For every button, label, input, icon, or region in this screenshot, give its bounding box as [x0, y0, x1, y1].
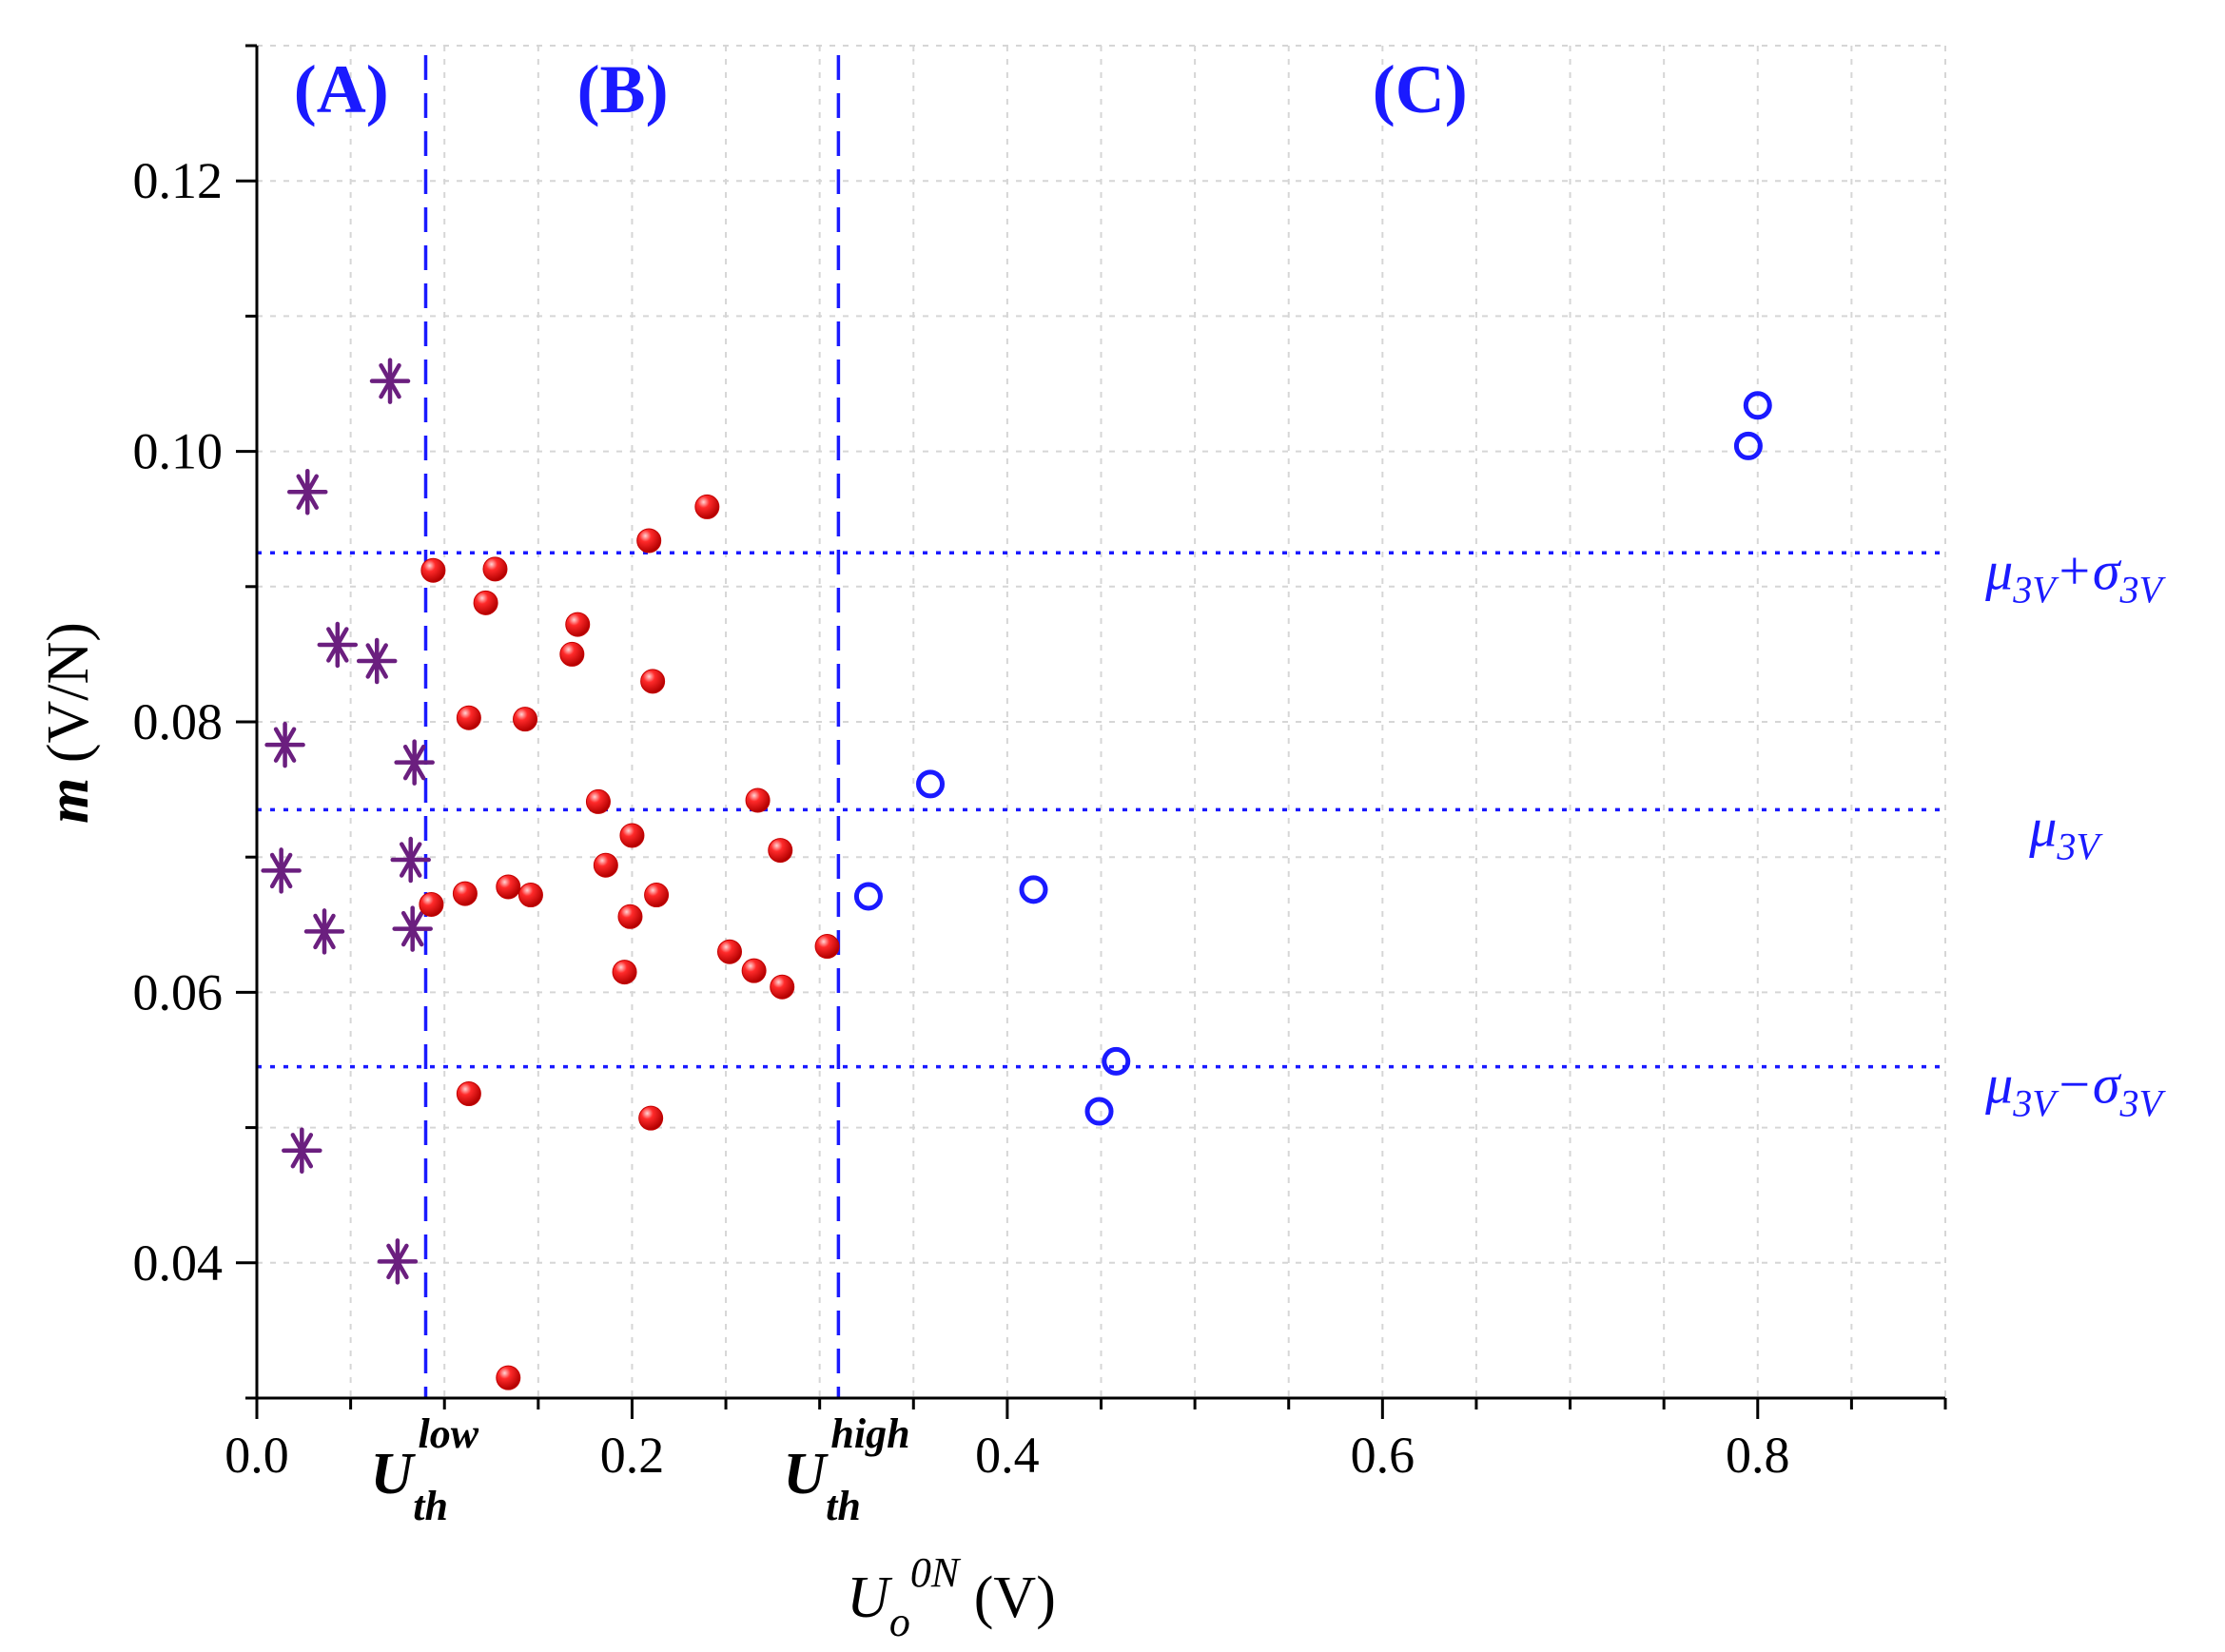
tick-labels: 0.0 0.2 0.4 0.6 0.8 0.04 0.06 0.08 0.10 0.12 [133, 152, 1790, 1484]
x-tick-label: 0.0 [224, 1427, 289, 1484]
asterisk-marker [317, 621, 359, 669]
reference-lines [257, 55, 1945, 1398]
threshold-sup-high: high [830, 1410, 909, 1457]
x-tick-label: 0.6 [1351, 1427, 1415, 1484]
filled-circle-marker [456, 705, 481, 730]
threshold-sup-low: low [419, 1410, 479, 1457]
filled-circle-marker [612, 960, 637, 985]
filled-circle-marker [619, 823, 645, 848]
filled-circle-marker [636, 528, 662, 554]
reference-label-mu: μ3V [2028, 796, 2103, 867]
y-tick-label: 0.06 [133, 963, 224, 1020]
open-circle-marker [1019, 875, 1048, 904]
asterisk-marker [356, 637, 398, 685]
filled-circle-marker [513, 707, 538, 732]
grid [257, 45, 1946, 1398]
filled-circle-marker [585, 788, 611, 814]
asterisk-marker [392, 905, 433, 952]
open-circle-marker [853, 882, 883, 911]
filled-circle-marker [814, 934, 840, 960]
asterisk-marker [369, 358, 411, 404]
y-tick-label: 0.10 [133, 423, 224, 480]
threshold-label-high: Uth [783, 1442, 860, 1529]
y-tick-label: 0.04 [133, 1234, 224, 1292]
filled-circle-marker [473, 590, 498, 615]
open-circle-marker [1084, 1097, 1114, 1126]
filled-circle-marker [638, 1105, 664, 1131]
open-circle-marker [1743, 391, 1772, 420]
filled-circle-marker [593, 852, 618, 878]
asterisk-marker [394, 739, 435, 786]
asterisk-marker [264, 721, 305, 768]
asterisk-marker [282, 1127, 322, 1175]
filled-circle-marker [768, 838, 793, 864]
asterisk-marker [287, 469, 328, 515]
filled-circle-marker [770, 974, 795, 1000]
x-tick-label: 0.8 [1726, 1427, 1790, 1484]
filled-circle-marker [496, 874, 521, 900]
y-tick-label: 0.12 [133, 152, 224, 209]
region-label: (A) [294, 51, 389, 127]
filled-circle-marker [559, 641, 585, 667]
open-circle-marker [1102, 1046, 1131, 1076]
asterisk-marker [390, 836, 431, 884]
filled-circle-marker [644, 883, 670, 908]
open-circle-marker [916, 769, 946, 799]
filled-circle-marker [717, 939, 742, 964]
y-tick-label: 0.08 [133, 693, 224, 750]
y-axis-title: m (V/N) [36, 622, 101, 824]
region-label: (B) [577, 51, 669, 127]
x-axis-title: Uo0N (V) [847, 1549, 1056, 1645]
asterisk-marker [261, 847, 302, 894]
filled-circle-marker [482, 556, 508, 582]
asterisk-marker [303, 908, 345, 955]
reference-label-mu_minus_sigma: μ3V−σ3V [1984, 1054, 2166, 1125]
filled-circle-marker [745, 787, 771, 813]
axes [236, 44, 1947, 1419]
filled-circle-marker [517, 883, 543, 908]
region-label: (C) [1373, 51, 1468, 127]
filled-circle-marker [640, 669, 666, 694]
filled-circle-marker [741, 958, 767, 983]
filled-circle-marker [496, 1365, 521, 1390]
filled-circle-marker [565, 612, 591, 637]
filled-circle-marker [694, 494, 720, 519]
reference-label-mu_plus_sigma: μ3V+σ3V [1984, 539, 2166, 611]
filled-circle-marker [452, 881, 478, 906]
filled-circle-marker [617, 904, 643, 929]
x-tick-label: 0.4 [975, 1427, 1040, 1484]
threshold-label-low: Uth [371, 1442, 448, 1529]
filled-circle-marker [420, 557, 446, 583]
open-circle-marker [1733, 431, 1763, 460]
filled-circle-marker [456, 1081, 481, 1107]
asterisk-marker [377, 1238, 419, 1285]
x-tick-label: 0.2 [600, 1427, 665, 1484]
filled-circle-marker [419, 891, 444, 917]
data-points [261, 358, 1772, 1390]
